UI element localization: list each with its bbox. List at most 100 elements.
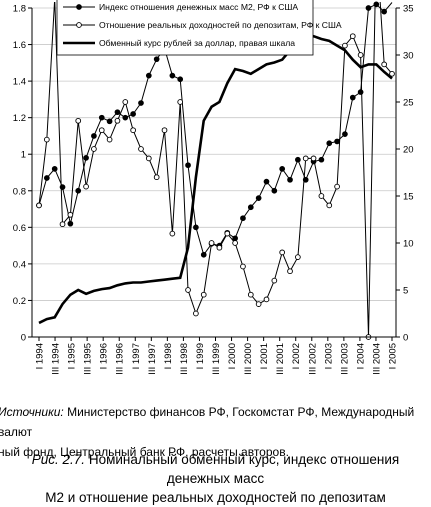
left-tick-label: 0.6 <box>13 223 26 234</box>
series-point <box>310 155 317 162</box>
series-point <box>67 220 74 227</box>
series-point <box>247 204 254 211</box>
series-point <box>349 94 356 101</box>
series-point <box>59 184 66 190</box>
series-point <box>83 183 89 190</box>
right-tick-label: 15 <box>403 192 414 203</box>
x-tick-label: III 2004 <box>371 343 382 375</box>
x-tick-label: I 1997 <box>131 343 142 369</box>
series-point <box>43 136 50 143</box>
series-point <box>232 240 238 246</box>
right-tick-label: 5 <box>403 286 408 297</box>
series-point <box>200 251 207 258</box>
series-point <box>106 118 113 125</box>
source-text-line1: Министерство финансов РФ, Госкомстат РФ,… <box>0 405 415 439</box>
left-tick-label: 0 <box>21 333 26 344</box>
x-tick-label: I 1999 <box>195 343 206 369</box>
legend-swatch-marker <box>76 4 82 10</box>
x-tick-label: III 2000 <box>243 343 254 375</box>
series-point <box>287 176 293 183</box>
series-point <box>318 193 325 199</box>
series-point <box>193 224 199 231</box>
series-point <box>287 268 293 275</box>
series-point <box>216 244 223 251</box>
series-point <box>279 249 286 256</box>
x-tick-label: III 1994 <box>51 343 62 375</box>
x-tick-label: I 1994 <box>35 343 46 369</box>
series-point <box>232 235 238 242</box>
legend-label: Индекс отношения денежных масс М2, РФ к … <box>99 2 298 12</box>
x-axis-tick-labels: I 1994 III 1994 I 1995 III 1995 I 1996 III 19… <box>35 343 399 375</box>
series-point <box>75 117 82 124</box>
series-point <box>389 70 395 77</box>
legend: Индекс отношения денежных масс М2, РФ к … <box>56 0 342 56</box>
series-point <box>334 138 340 145</box>
x-tick-label: I 2004 <box>355 343 366 369</box>
left-tick-label: 1.2 <box>13 113 26 124</box>
series-point <box>114 117 121 124</box>
left-tick-label: 1.8 <box>13 4 26 15</box>
x-tick-label: III 2001 <box>275 343 286 375</box>
chart: 0 0.2 0.4 0.6 0.8 1 1.2 1.4 1.6 1.8 0 5 10 15 20 25 30 3… <box>13 0 414 375</box>
series-point <box>185 162 191 169</box>
series-point <box>271 187 278 194</box>
series-point <box>114 109 121 116</box>
series-point <box>326 140 333 147</box>
series-point <box>106 136 113 143</box>
caption-text-line2: М2 и отношение реальных доходностей по д… <box>45 490 386 505</box>
series-point <box>342 131 348 137</box>
left-tick-label: 1.4 <box>13 77 26 88</box>
right-tick-label: 0 <box>403 333 408 344</box>
series-point <box>357 89 364 95</box>
series-point <box>318 156 325 163</box>
x-tick-label: III 2003 <box>339 343 350 375</box>
series-point <box>91 146 97 152</box>
x-tick-label: I 1998 <box>163 343 174 369</box>
series-point <box>98 127 105 134</box>
series-point <box>342 42 348 49</box>
left-axis-tick-labels: 0 0.2 0.4 0.6 0.8 1 1.2 1.4 1.6 1.8 <box>13 4 26 344</box>
series-point <box>271 277 278 284</box>
series-point <box>98 114 105 121</box>
series-point <box>130 111 136 117</box>
series-point <box>177 76 184 83</box>
x-tick-label: I 1995 <box>67 343 78 369</box>
legend-swatch-marker <box>76 22 82 28</box>
left-tick-label: 1.6 <box>13 40 26 51</box>
left-tick-label: 0.4 <box>13 259 26 270</box>
series-point <box>43 175 50 181</box>
series-point <box>200 291 207 298</box>
source-text-line2: ный фонд, Центральный банк РФ, расчеты а… <box>0 445 289 459</box>
legend-label: Обменный курс рублей за доллар, правая ш… <box>99 38 295 48</box>
right-tick-label: 10 <box>403 239 414 250</box>
series-point <box>122 114 129 121</box>
x-tick-label: III 1997 <box>147 343 158 375</box>
series-point <box>302 155 309 162</box>
caption-label: Рис. 2.7. <box>31 452 86 467</box>
series-point <box>381 61 388 68</box>
series-point <box>145 155 152 162</box>
x-tick-label: I 2005 <box>388 343 399 369</box>
series-line <box>38 2 393 337</box>
series-point <box>208 240 215 246</box>
series-point <box>138 146 144 152</box>
series-line <box>38 34 393 325</box>
series-point <box>91 133 97 139</box>
source-label: Источники: <box>0 405 64 419</box>
legend-box <box>56 0 314 56</box>
series-point <box>302 176 309 183</box>
series-point <box>75 187 82 194</box>
caption-text-line1: Номинальный обменный курс, индекс отноше… <box>88 452 400 486</box>
x-tick-label: I 2000 <box>227 343 238 369</box>
series-point <box>326 202 333 209</box>
x-tick-label: I 2001 <box>259 343 270 369</box>
x-tick-label: I 2002 <box>291 343 302 369</box>
series-point <box>240 263 246 270</box>
series-point <box>67 211 74 218</box>
series-point <box>169 230 176 237</box>
series-point <box>59 221 66 228</box>
x-tick-label: III 1996 <box>115 343 126 375</box>
series-point <box>153 56 160 63</box>
x-tick-label: III 2002 <box>307 343 318 375</box>
series-point <box>255 195 262 201</box>
